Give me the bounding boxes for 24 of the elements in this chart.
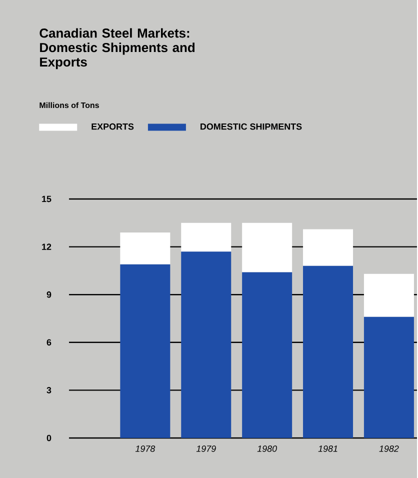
x-tick-label: 1982: [379, 446, 400, 452]
y-tick-label: 15: [42, 196, 52, 202]
chart-title: Canadian Steel Markets: Domestic Shipments and Exports: [40, 28, 195, 70]
y-tick-label: 12: [42, 244, 52, 250]
x-tick-label: 1981: [318, 446, 338, 452]
bar: [303, 266, 354, 438]
bar: [181, 222, 232, 252]
bar: [364, 316, 414, 438]
bar: [364, 274, 414, 317]
x-tick-label: 1979: [196, 446, 216, 452]
y-tick-label: 6: [47, 339, 52, 346]
bar: [242, 222, 292, 272]
bar: [242, 272, 292, 438]
y-tick-label: 9: [47, 291, 52, 298]
y-tick-label: 3: [46, 387, 52, 394]
bar: [120, 264, 170, 438]
bar: [120, 232, 170, 264]
bar: [303, 229, 354, 266]
x-tick-label: 1978: [136, 446, 156, 452]
x-tick-label: 1980: [258, 446, 278, 452]
y-tick-label: 0: [47, 434, 52, 442]
legend-label: EXPORTS: [92, 123, 134, 130]
legend-label: DOMESTIC SHIPMENTS: [200, 123, 302, 130]
bar: [181, 252, 232, 438]
